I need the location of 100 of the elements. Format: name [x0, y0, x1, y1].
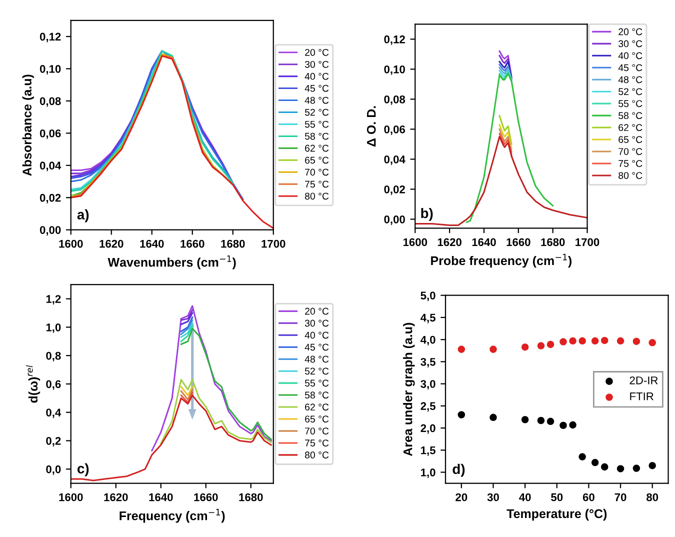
legend-label: 40 °C	[304, 72, 329, 80]
y-axis-title: d(ω)$^{rel}$	[26, 365, 40, 403]
y-axis-title: Absorbance (a.u)	[22, 74, 34, 176]
x-tick-label: 1680	[221, 240, 245, 248]
legend-label: 65 °C	[305, 156, 329, 164]
legend-label: 75 °C	[305, 440, 329, 446]
y-tick-label: 5,0	[420, 292, 436, 302]
legend-label: 65 °C	[618, 136, 642, 144]
x-axis-title: Probe frequency (cm$^{−1}$)	[431, 254, 572, 268]
legend-label: 48 °C	[304, 96, 329, 104]
x-tick-label: 1640	[140, 240, 164, 248]
y-tick-label: 1,5	[421, 446, 436, 456]
legend-label: 40 °C	[304, 332, 329, 339]
legend-label: 70 °C	[305, 428, 329, 434]
x-tick-label: 70	[614, 493, 626, 502]
legend-label: 45 °C	[618, 64, 642, 72]
x-tick-label: 60	[582, 493, 594, 502]
legend-label: 62 °C	[305, 144, 329, 152]
legend-label: 70 °C	[618, 148, 642, 155]
x-tick-label: 1600	[59, 493, 83, 502]
y-axis-title: Area under graph (a.u)	[403, 322, 415, 456]
legend-label: 55 °C	[304, 120, 329, 128]
annotation: b)	[421, 208, 433, 221]
y-tick-label: 1,0	[421, 468, 436, 478]
legend-label: 30 °C	[304, 320, 329, 327]
y-tick-label: 0,04	[40, 162, 62, 172]
legend-label: 62 °C	[618, 124, 642, 132]
y-tick-label: 0,08	[384, 95, 406, 105]
y-tick-label: 4,5	[420, 314, 436, 324]
legend-label: 20 °C	[305, 308, 329, 315]
y-tick-label: 2,0	[420, 424, 436, 434]
x-tick-label: 1660	[194, 493, 218, 502]
x-tick-label: 1620	[100, 240, 124, 248]
legend-label: 58 °C	[304, 392, 329, 399]
y-tick-label: 0,4	[46, 408, 62, 418]
legend-label: 48 °C	[618, 76, 642, 84]
x-axis-title: Temperature (°C)	[506, 508, 607, 521]
legend-label: 80 °C	[618, 172, 642, 179]
x-tick-label: 1640	[149, 493, 173, 502]
legend-label: 62 °C	[305, 404, 329, 411]
legend-label: 55 °C	[618, 100, 642, 108]
x-tick-label: 1600	[403, 238, 428, 246]
y-tick-label: 1,0	[46, 323, 61, 333]
annotation: a)	[77, 209, 89, 222]
y-tick-label: 0,6	[46, 380, 61, 390]
legend-label: 58 °C	[304, 132, 329, 140]
legend-label: 52 °C	[304, 108, 329, 116]
y-tick-label: 0,2	[46, 436, 61, 446]
x-tick-label: 30	[487, 493, 499, 502]
y-tick-label: 1,2	[46, 295, 61, 305]
legend-label: 75 °C	[618, 160, 642, 167]
y-tick-label: 0,12	[384, 35, 405, 45]
legend-label: 80 °C	[304, 452, 329, 458]
legend-label: 58 °C	[618, 112, 642, 120]
x-tick-label: 1660	[180, 240, 204, 248]
annotation: c)	[77, 463, 89, 476]
legend-label: 20 °C	[618, 28, 642, 36]
x-tick-label: 1680	[541, 238, 565, 246]
x-axis-title: Wavenumbers (cm$^{−1}$)	[108, 255, 236, 270]
y-tick-label: 0,02	[40, 194, 61, 204]
x-axis-title: Frequency (cm$^{−1}$)	[120, 508, 225, 523]
legend-label: 80 °C	[304, 192, 329, 200]
legend-label: 20 °C	[305, 48, 329, 56]
x-tick-label: 80	[646, 493, 658, 502]
y-tick-label: 4,0	[420, 336, 436, 346]
x-tick-label: 1600	[59, 240, 83, 248]
x-tick-label: 40	[519, 493, 531, 502]
legend-label: 30 °C	[304, 60, 329, 68]
y-tick-label: 3,5	[420, 358, 436, 368]
legend-label: 2D-IR	[630, 376, 658, 384]
legend-label: 52 °C	[618, 88, 642, 96]
legend-label: FTIR	[630, 392, 654, 400]
y-tick-label: 0,02	[384, 185, 405, 195]
legend-label: 40 °C	[618, 52, 642, 60]
x-tick-label: 1700	[576, 238, 600, 246]
annotation: d)	[452, 464, 465, 477]
y-tick-label: 0,10	[40, 65, 61, 74]
y-tick-label: 2,5	[420, 402, 436, 412]
y-axis-title: Δ O. D.	[366, 106, 376, 146]
y-tick-label: 0,08	[40, 97, 61, 107]
y-tick-label: 3,0	[420, 380, 436, 390]
x-tick-label: 1660	[506, 238, 530, 246]
y-tick-label: 0,00	[384, 215, 405, 225]
legend-label: 70 °C	[305, 168, 329, 176]
x-tick-label: 1680	[239, 493, 263, 502]
x-tick-label: 50	[551, 493, 563, 502]
legend-label: 65 °C	[305, 416, 329, 423]
y-tick-label: 0,8	[46, 352, 61, 362]
y-tick-label: 0,04	[384, 155, 406, 165]
y-tick-label: 0,0	[46, 465, 61, 475]
y-tick-label: 0,06	[384, 125, 406, 135]
legend-label: 48 °C	[304, 356, 329, 363]
x-tick-label: 1620	[104, 493, 128, 502]
x-tick-label: 1700	[262, 240, 286, 248]
y-tick-label: 0,10	[384, 65, 405, 75]
legend-label: 45 °C	[304, 344, 329, 351]
y-tick-label: 0,00	[40, 226, 61, 236]
x-tick-label: 1620	[438, 238, 462, 246]
x-tick-label: 20	[456, 493, 468, 502]
legend-label: 45 °C	[304, 84, 329, 92]
